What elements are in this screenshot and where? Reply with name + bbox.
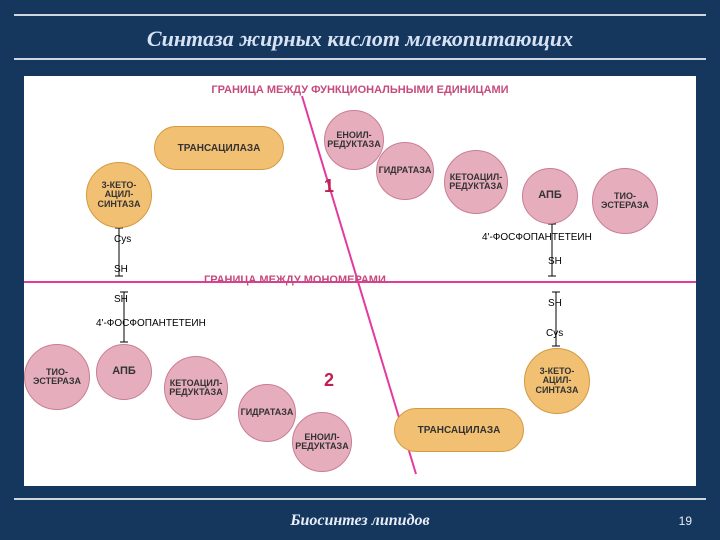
footer-text: Биосинтез липидов xyxy=(0,512,720,530)
domain-node: ЕНОИЛ-РЕДУКТАЗА xyxy=(324,110,384,170)
annotation-text: SH xyxy=(548,298,562,309)
top-rule-1 xyxy=(14,14,706,16)
slide-title: Синтаза жирных кислот млекопитающих xyxy=(0,26,720,52)
domain-node: АПБ xyxy=(522,168,578,224)
domain-node: ТРАНСАЦИЛАЗА xyxy=(394,408,524,452)
domain-node: КЕТОАЦИЛ-РЕДУКТАЗА xyxy=(444,150,508,214)
annotation-text: Cys xyxy=(114,234,131,245)
domain-node: ЕНОИЛ-РЕДУКТАЗА xyxy=(292,412,352,472)
annotation-text: SH xyxy=(548,256,562,267)
domain-node: ТИО-ЭСТЕРАЗА xyxy=(592,168,658,234)
domain-node: ТИО-ЭСТЕРАЗА xyxy=(24,344,90,410)
domain-node: ГИДРАТАЗА xyxy=(238,384,296,442)
domain-node: АПБ xyxy=(96,344,152,400)
subunit-number-1: 1 xyxy=(324,176,334,197)
domain-node: КЕТОАЦИЛ-РЕДУКТАЗА xyxy=(164,356,228,420)
annotation-text: 4'-ФОСФОПАНТЕТЕИН xyxy=(482,232,592,243)
subunit-number-2: 2 xyxy=(324,370,334,391)
boundary-monomer-label: ГРАНИЦА МЕЖДУ МОНОМЕРАМИ xyxy=(204,274,386,286)
annotation-text: Cys xyxy=(546,328,563,339)
domain-node: 3-КЕТО-АЦИЛ-СИНТАЗА xyxy=(524,348,590,414)
annotation-text: SH xyxy=(114,294,128,305)
page-number: 19 xyxy=(679,514,692,528)
domain-node: 3-КЕТО-АЦИЛ-СИНТАЗА xyxy=(86,162,152,228)
annotation-text: SH xyxy=(114,264,128,275)
boundary-func-label: ГРАНИЦА МЕЖДУ ФУНКЦИОНАЛЬНЫМИ ЕДИНИЦАМИ xyxy=(24,84,696,96)
top-rule-2 xyxy=(14,58,706,60)
bottom-rule xyxy=(14,498,706,500)
domain-node: ТРАНСАЦИЛАЗА xyxy=(154,126,284,170)
annotation-text: 4'-ФОСФОПАНТЕТЕИН xyxy=(96,318,206,329)
diagram: ГРАНИЦА МЕЖДУ ФУНКЦИОНАЛЬНЫМИ ЕДИНИЦАМИ Г… xyxy=(24,76,696,486)
domain-node: ГИДРАТАЗА xyxy=(376,142,434,200)
slide: Синтаза жирных кислот млекопитающих ГРАН… xyxy=(0,0,720,540)
